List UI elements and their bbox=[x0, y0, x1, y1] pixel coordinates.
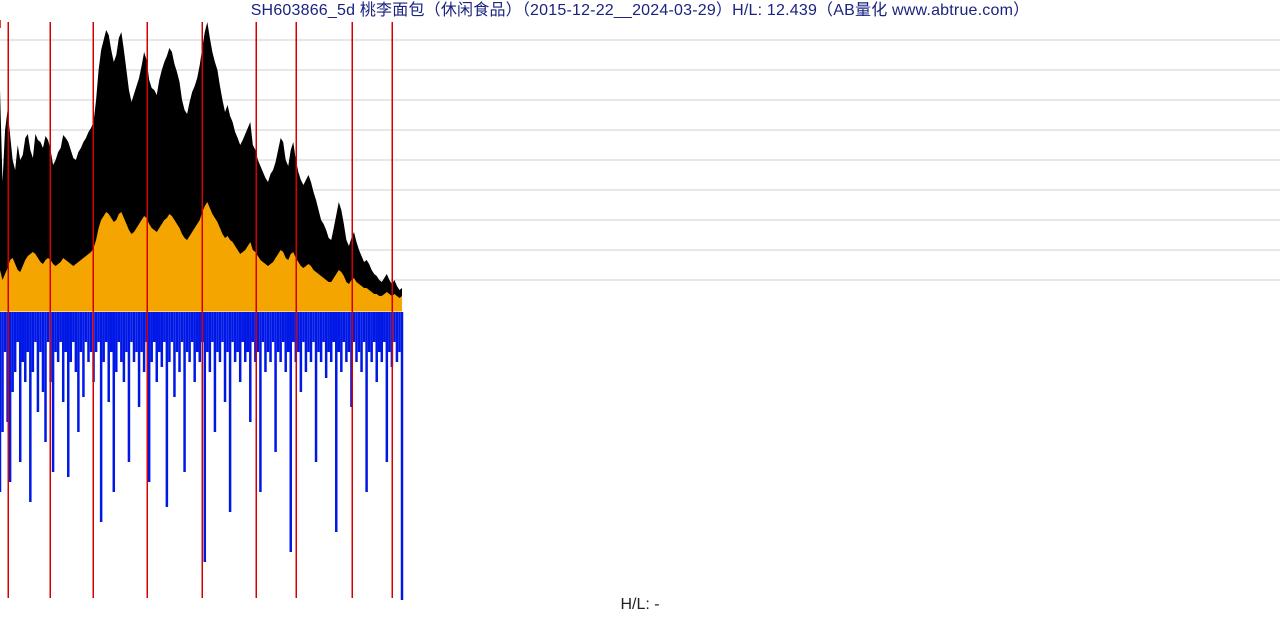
stock-chart: SH603866_5d 桃李面包（休闲食品）（2015-12-22__2024-… bbox=[0, 0, 1280, 620]
chart-canvas bbox=[0, 0, 1280, 620]
chart-title: SH603866_5d 桃李面包（休闲食品）（2015-12-22__2024-… bbox=[0, 0, 1280, 22]
chart-footer: H/L: - bbox=[0, 594, 1280, 620]
